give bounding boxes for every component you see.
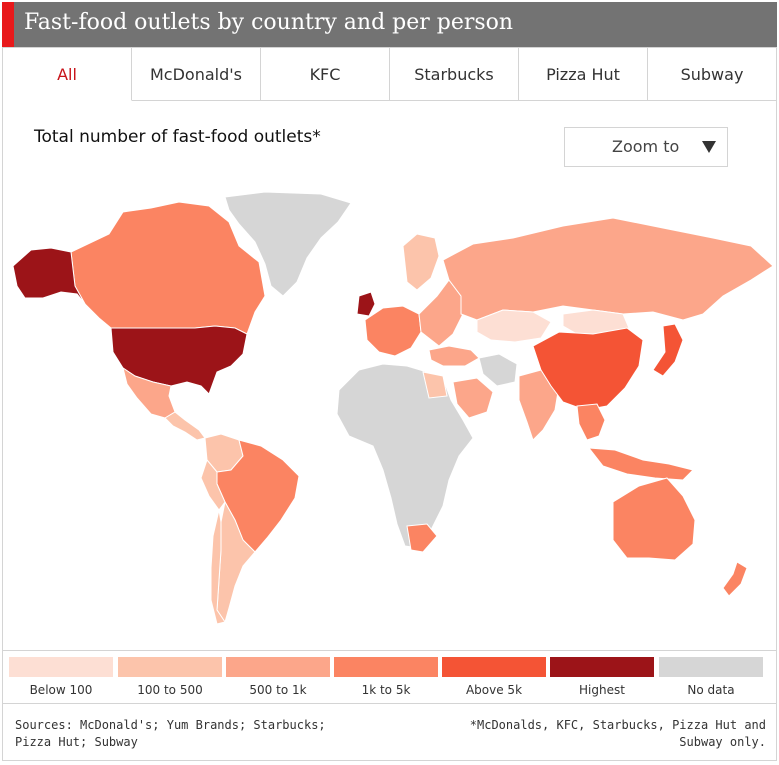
header-bar: Fast-food outlets by country and per per…: [2, 2, 777, 47]
map-panel: Total number of fast-food outlets* Zoom …: [2, 100, 777, 650]
world-map: [12, 191, 774, 625]
legend-item-highest: Highest: [550, 657, 654, 697]
zoom-label: Zoom to: [612, 137, 680, 156]
region-japan[interactable]: [652, 323, 684, 377]
tab-bar: All McDonald's KFC Starbucks Pizza Hut S…: [2, 47, 777, 101]
legend-swatch: [9, 657, 113, 677]
legend-label: 500 to 1k: [249, 683, 307, 697]
legend-item-below-100: Below 100: [9, 657, 113, 697]
region-saudi-arabia[interactable]: [452, 377, 494, 419]
footer: Sources: McDonald's; Yum Brands; Starbuc…: [2, 703, 777, 761]
tab-starbucks[interactable]: Starbucks: [390, 47, 519, 101]
region-kazakhstan[interactable]: [476, 309, 552, 343]
region-iran[interactable]: [478, 353, 518, 387]
triangle-down-icon: [702, 141, 716, 153]
region-indonesia[interactable]: [587, 447, 694, 481]
region-south-africa[interactable]: [406, 523, 438, 553]
region-greenland[interactable]: [224, 191, 352, 297]
legend-item-1k-to-5k: 1k to 5k: [334, 657, 438, 697]
region-turkey[interactable]: [428, 345, 480, 367]
region-chile[interactable]: [210, 509, 226, 625]
region-africa[interactable]: [336, 363, 474, 549]
legend-label: Highest: [579, 683, 625, 697]
sources-note: Sources: McDonald's; Yum Brands; Starbuc…: [15, 718, 326, 749]
legend-item-100-to-500: 100 to 500: [118, 657, 222, 697]
region-russia[interactable]: [442, 217, 774, 321]
legend-label: Above 5k: [465, 683, 523, 697]
legend-swatch: [442, 657, 546, 677]
tab-mcdonalds[interactable]: McDonald's: [132, 47, 261, 101]
region-alaska[interactable]: [12, 247, 86, 305]
legend-label: 100 to 500: [137, 683, 203, 697]
legend: Below 100 100 to 500 500 to 1k 1k to 5k …: [2, 650, 777, 703]
region-central-america[interactable]: [164, 411, 206, 441]
legend-item-500-to-1k: 500 to 1k: [226, 657, 330, 697]
region-canada[interactable]: [70, 201, 266, 335]
region-australia[interactable]: [612, 477, 696, 561]
region-egypt[interactable]: [422, 371, 448, 399]
region-peru[interactable]: [200, 458, 226, 511]
legend-label: No data: [687, 683, 735, 697]
legend-label: Below 100: [29, 683, 93, 697]
zoom-dropdown[interactable]: Zoom to: [564, 127, 728, 167]
page-title: Fast-food outlets by country and per per…: [24, 10, 514, 35]
tab-all[interactable]: All: [2, 47, 132, 101]
region-scandinavia[interactable]: [402, 233, 440, 291]
region-new-zealand[interactable]: [722, 561, 748, 597]
legend-swatch: [659, 657, 763, 677]
legend-swatch: [118, 657, 222, 677]
tab-subway[interactable]: Subway: [648, 47, 777, 101]
legend-label: 1k to 5k: [361, 683, 411, 697]
header-accent-bar: [2, 2, 14, 47]
legend-swatch: [226, 657, 330, 677]
legend-item-no-data: No data: [659, 657, 763, 697]
legend-swatch: [550, 657, 654, 677]
tab-kfc[interactable]: KFC: [261, 47, 390, 101]
map-title: Total number of fast-food outlets*: [34, 127, 321, 147]
tab-pizza-hut[interactable]: Pizza Hut: [519, 47, 648, 101]
region-southeast-asia[interactable]: [576, 403, 606, 441]
legend-item-above-5k: Above 5k: [442, 657, 546, 697]
region-china[interactable]: [532, 327, 644, 411]
region-united-kingdom[interactable]: [356, 291, 376, 317]
region-western-europe[interactable]: [364, 305, 422, 357]
footnote: *McDonalds, KFC, Starbucks, Pizza Hut an…: [469, 718, 766, 749]
legend-swatch: [334, 657, 438, 677]
